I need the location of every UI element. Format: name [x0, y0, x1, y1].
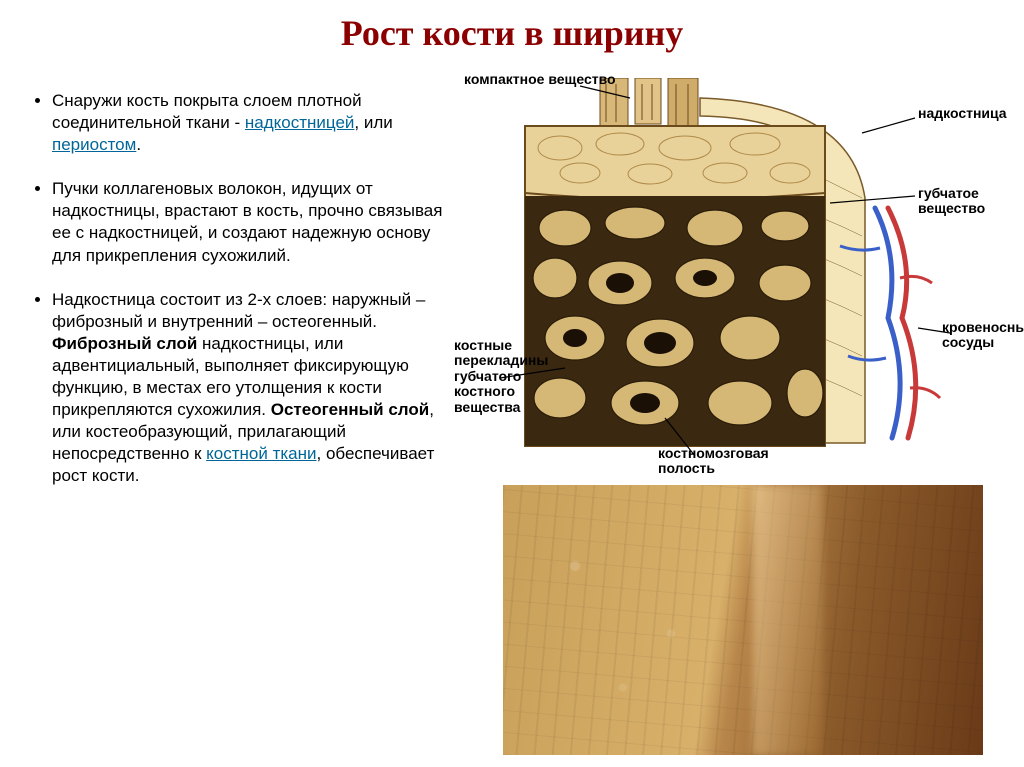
- link-periosteum1: надкостницей: [245, 113, 355, 132]
- label-periosteum: надкостница: [918, 106, 1007, 121]
- bone-diagram: компактное вещество надкостница губчатое…: [470, 78, 1010, 458]
- label-vessels: кровеносные сосуды: [942, 320, 1024, 351]
- text: .: [136, 135, 141, 154]
- label-compact: компактное вещество: [464, 72, 616, 87]
- label-spongy: губчатое вещество: [918, 186, 1010, 217]
- bullet-2: Пучки коллагеновых волокон, идущих от на…: [52, 178, 450, 266]
- body-text: Снаружи кость покрыта слоем плотной соед…: [30, 90, 450, 510]
- text: , или: [354, 113, 392, 132]
- bold-osteogenic: Остеогенный слой: [271, 400, 429, 419]
- bold-fibrous: Фиброзный слой: [52, 334, 197, 353]
- bullet-3: Надкостница состоит из 2-х слоев: наружн…: [52, 289, 450, 488]
- bullet-1: Снаружи кость покрыта слоем плотной соед…: [52, 90, 450, 156]
- histology-photo: [503, 485, 983, 755]
- page-title: Рост кости в ширину: [0, 0, 1024, 58]
- link-bone-tissue: костной ткани: [206, 444, 316, 463]
- label-trabeculae: костные перекладины губчатого костного в…: [454, 338, 548, 415]
- text: Надкостница состоит из 2-х слоев: наружн…: [52, 290, 425, 331]
- label-cavity: костномозговая полость: [658, 446, 769, 477]
- link-periost: периостом: [52, 135, 136, 154]
